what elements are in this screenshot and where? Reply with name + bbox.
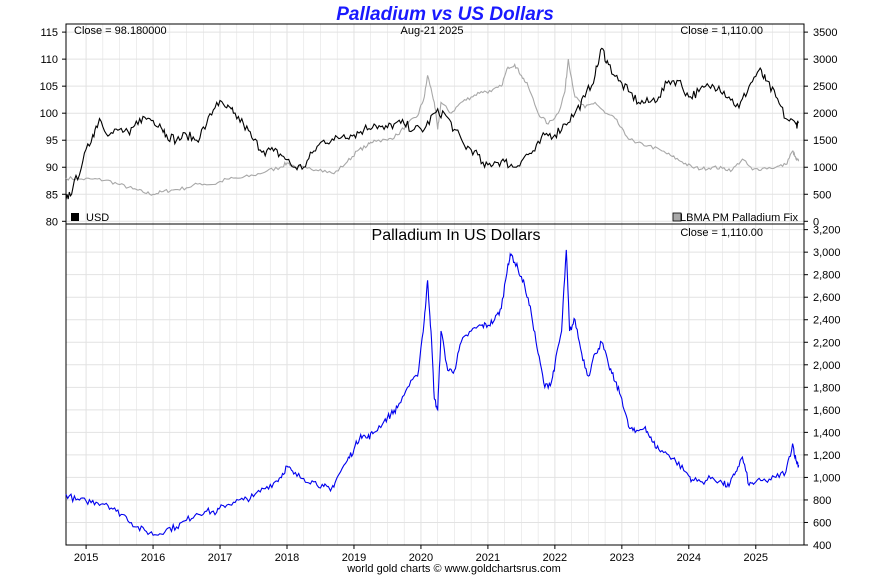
bottom-subtitle: Palladium In US Dollars (372, 227, 541, 244)
bottom-close-right-label: Close = 1,110.00 (680, 227, 763, 239)
series-line-palladium-top (65, 59, 800, 196)
top-close-right-label: Close = 1,110.00 (680, 25, 763, 37)
x-tick-label: 2019 (342, 552, 366, 564)
top-right-tick-label: 2000 (813, 108, 837, 120)
x-axis: 2015 2016 2017 2018 2019 2020 2021 2022 2023 2024… (74, 545, 768, 564)
bottom-right-tick-label: 1,800 (813, 382, 841, 394)
bottom-right-tick-label: 1,600 (813, 405, 841, 417)
top-right-tick-label: 500 (813, 189, 831, 201)
x-tick-label: 2018 (275, 552, 299, 564)
bottom-right-tick-label: 2,400 (813, 315, 841, 327)
top-left-tick-label: 110 (40, 54, 58, 66)
x-tick-label: 2025 (744, 552, 768, 564)
x-tick-label: 2021 (476, 552, 500, 564)
top-right-tick-label: 0 (813, 216, 819, 228)
legend-usd-swatch (71, 213, 79, 221)
chart-title: Palladium vs US Dollars (336, 4, 554, 25)
bottom-right-tick-label: 3,200 (813, 225, 841, 237)
bottom-right-tick-label: 800 (813, 495, 831, 507)
bottom-right-tick-label: 600 (813, 517, 831, 529)
bottom-right-tick-label: 2,200 (813, 337, 841, 349)
legend-usd-label: USD (86, 212, 109, 224)
bottom-right-tick-label: 2,600 (813, 292, 841, 304)
bottom-right-tick-label: 1,000 (813, 472, 841, 484)
top-left-tick-label: 95 (46, 135, 58, 147)
top-date-label: Aug-21 2025 (401, 25, 464, 37)
top-right-tick-label: 3500 (813, 27, 837, 39)
bottom-right-tick-label: 1,200 (813, 450, 841, 462)
x-tick-label: 2016 (141, 552, 165, 564)
bottom-panel-frame (65, 223, 805, 546)
top-left-tick-label: 90 (46, 162, 58, 174)
bottom-right-axis: 400 600 800 1,000 1,200 1,400 1,600 1,800 2,000 2… (804, 225, 841, 552)
top-right-tick-label: 3000 (813, 54, 837, 66)
bottom-panel-grid (66, 224, 804, 546)
top-left-tick-label: 80 (46, 216, 58, 228)
series-line-usd (65, 47, 799, 200)
footer-credit: world gold charts © www.goldchartsrus.co… (346, 563, 561, 575)
bottom-right-tick-label: 400 (813, 540, 831, 552)
bottom-right-tick-label: 3,000 (813, 247, 841, 259)
bottom-panel-series (65, 249, 800, 536)
x-tick-label: 2017 (208, 552, 232, 564)
bottom-right-tick-label: 2,800 (813, 270, 841, 282)
top-left-tick-label: 85 (46, 189, 58, 201)
x-tick-label: 2022 (543, 552, 567, 564)
x-tick-label: 2020 (409, 552, 433, 564)
legend-palladium-swatch (672, 212, 682, 222)
x-tick-label: 2015 (74, 552, 98, 564)
top-right-axis: 0 500 1000 1500 2000 2500 3000 3500 (804, 27, 837, 228)
top-right-tick-label: 1500 (813, 135, 837, 147)
top-right-tick-label: 2500 (813, 81, 837, 93)
bottom-right-tick-label: 1,400 (813, 427, 841, 439)
bottom-right-tick-label: 2,000 (813, 360, 841, 372)
legend-palladium-label: LBMA PM Palladium Fix (680, 212, 798, 224)
top-close-left-label: Close = 98.180000 (74, 25, 167, 37)
top-panel-series (65, 47, 800, 200)
top-left-tick-label: 115 (40, 27, 58, 39)
top-left-tick-label: 100 (40, 108, 58, 120)
top-right-tick-label: 1000 (813, 162, 837, 174)
x-tick-label: 2023 (610, 552, 634, 564)
x-tick-label: 2024 (677, 552, 701, 564)
top-left-tick-label: 105 (40, 81, 58, 93)
series-line-palladium-bottom (65, 249, 800, 536)
top-left-axis: 80 85 90 95 100 105 110 115 (40, 27, 66, 228)
